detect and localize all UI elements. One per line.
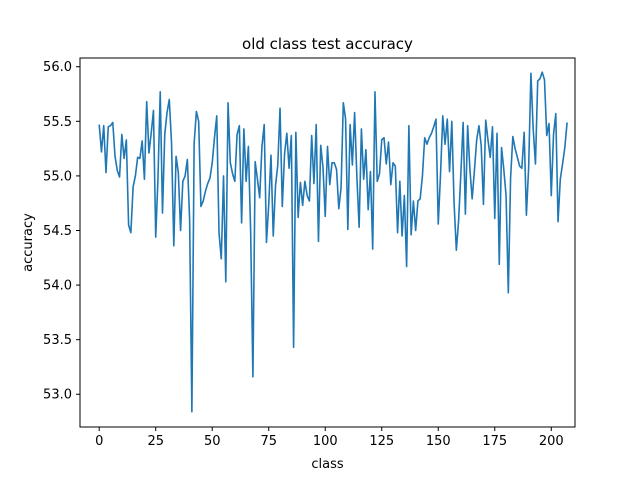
y-tick-label: 55.5 xyxy=(43,115,72,130)
x-tick-label: 150 xyxy=(426,434,451,449)
x-tick-label: 0 xyxy=(95,434,103,449)
x-tick-label: 75 xyxy=(260,434,277,449)
x-tick-label: 125 xyxy=(369,434,394,449)
x-tick-label: 50 xyxy=(204,434,221,449)
plot-frame xyxy=(79,57,576,428)
y-axis: 53.0 53.5 54.0 54.5 55.0 55.5 56.0 xyxy=(43,60,80,403)
series-line-0 xyxy=(98,71,568,413)
y-tick-label: 53.5 xyxy=(43,333,72,348)
x-tick-label: 200 xyxy=(539,434,564,449)
x-tick-label: 25 xyxy=(147,434,164,449)
x-tick-label: 100 xyxy=(313,434,338,449)
x-axis: 0 25 50 75 100 125 150 175 200 xyxy=(95,427,564,449)
y-tick-label: 54.5 xyxy=(43,224,72,239)
x-axis-label: class xyxy=(311,457,343,472)
chart-title: old class test accuracy xyxy=(242,35,413,53)
y-tick-label: 55.0 xyxy=(43,169,72,184)
x-tick-label: 175 xyxy=(482,434,507,449)
y-tick-label: 53.0 xyxy=(43,388,72,403)
y-tick-label: 54.0 xyxy=(43,279,72,294)
y-tick-label: 56.0 xyxy=(43,60,72,75)
y-axis-label: accuracy xyxy=(21,213,36,272)
